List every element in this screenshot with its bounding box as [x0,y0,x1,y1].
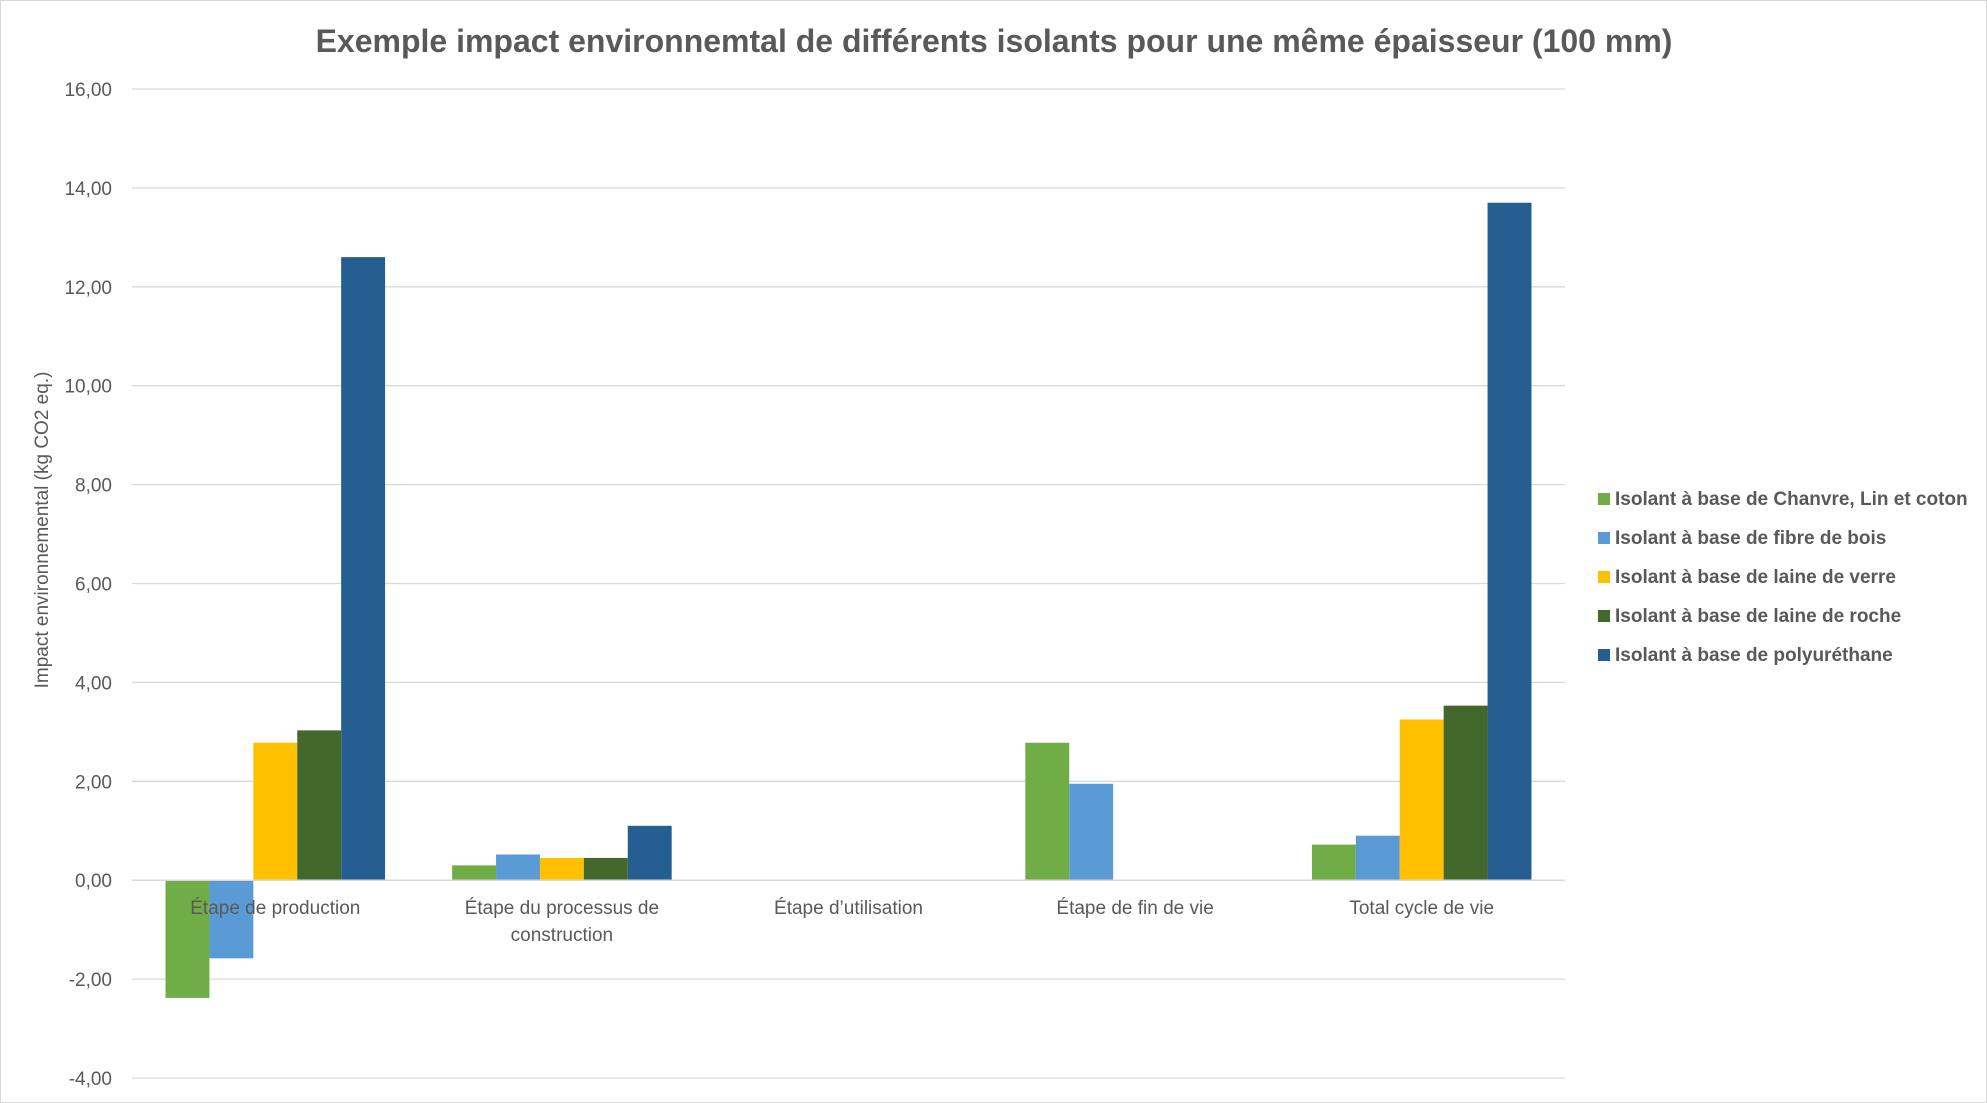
legend-label: Isolant à base de laine de verre [1615,567,1896,588]
legend-swatch [1598,649,1610,661]
legend-swatch [1598,532,1610,544]
bar [627,825,672,881]
legend-item: Isolant à base de laine de verre [1598,567,1896,588]
y-axis-title: Impact environnemental (kg CO2 eq.) [32,372,53,689]
legend-label: Isolant à base de Chanvre, Lin et coton [1615,489,1968,510]
bar [1399,719,1444,881]
legend-item: Isolant à base de Chanvre, Lin et coton [1598,489,1968,510]
bars [132,202,1565,998]
y-tick-label: 2,00 [75,772,112,793]
bar [539,857,584,881]
bar [583,857,628,881]
chart-title: Exemple impact environnemtal de différen… [316,23,1673,59]
y-tick-label: 12,00 [64,278,112,299]
bar [165,880,210,998]
legend: Isolant à base de Chanvre, Lin et coton I… [1598,489,1968,666]
legend-item: Isolant à base de fibre de bois [1598,528,1886,549]
y-tick-label: 4,00 [75,673,112,694]
bar [209,880,254,959]
y-tick-label: -4,00 [69,1069,112,1090]
category-label: Étape du processus de construction [465,898,659,946]
y-tick-label: 6,00 [75,575,112,596]
y-tick-label: -2,00 [69,970,112,991]
y-tick-label: 10,00 [64,377,112,398]
bar [1487,202,1532,881]
bar [341,257,386,881]
bar [297,730,342,881]
bar [496,854,540,881]
bar [1069,783,1114,881]
y-tick-labels: -4,00 -2,00 0,00 2,00 4,00 6,00 8,00 10,00 12,00… [64,80,112,1090]
bar [1025,742,1070,881]
legend-item: Isolant à base de polyuréthane [1598,645,1893,666]
legend-swatch [1598,610,1610,622]
y-tick-label: 16,00 [64,80,112,101]
bar [1443,705,1488,881]
category-label: Étape de production [190,898,360,919]
y-tick-label: 8,00 [75,476,112,497]
category-label: Étape de fin de vie [1056,898,1213,919]
legend-swatch [1598,493,1610,505]
legend-label: Isolant à base de polyuréthane [1615,645,1893,666]
bar [253,742,298,881]
bar [1355,835,1400,881]
bar [452,865,497,881]
bar [1311,844,1356,881]
category-label: Total cycle de vie [1349,898,1494,919]
category-label: Étape d’utilisation [774,898,923,919]
legend-swatch [1598,571,1610,583]
legend-item: Isolant à base de laine de roche [1598,606,1901,627]
legend-label: Isolant à base de laine de roche [1615,606,1901,627]
y-tick-label: 0,00 [75,871,112,892]
category-labels: Étape de production Étape du processus de… [190,898,1494,946]
legend-label: Isolant à base de fibre de bois [1615,528,1886,549]
y-tick-label: 14,00 [64,179,112,200]
